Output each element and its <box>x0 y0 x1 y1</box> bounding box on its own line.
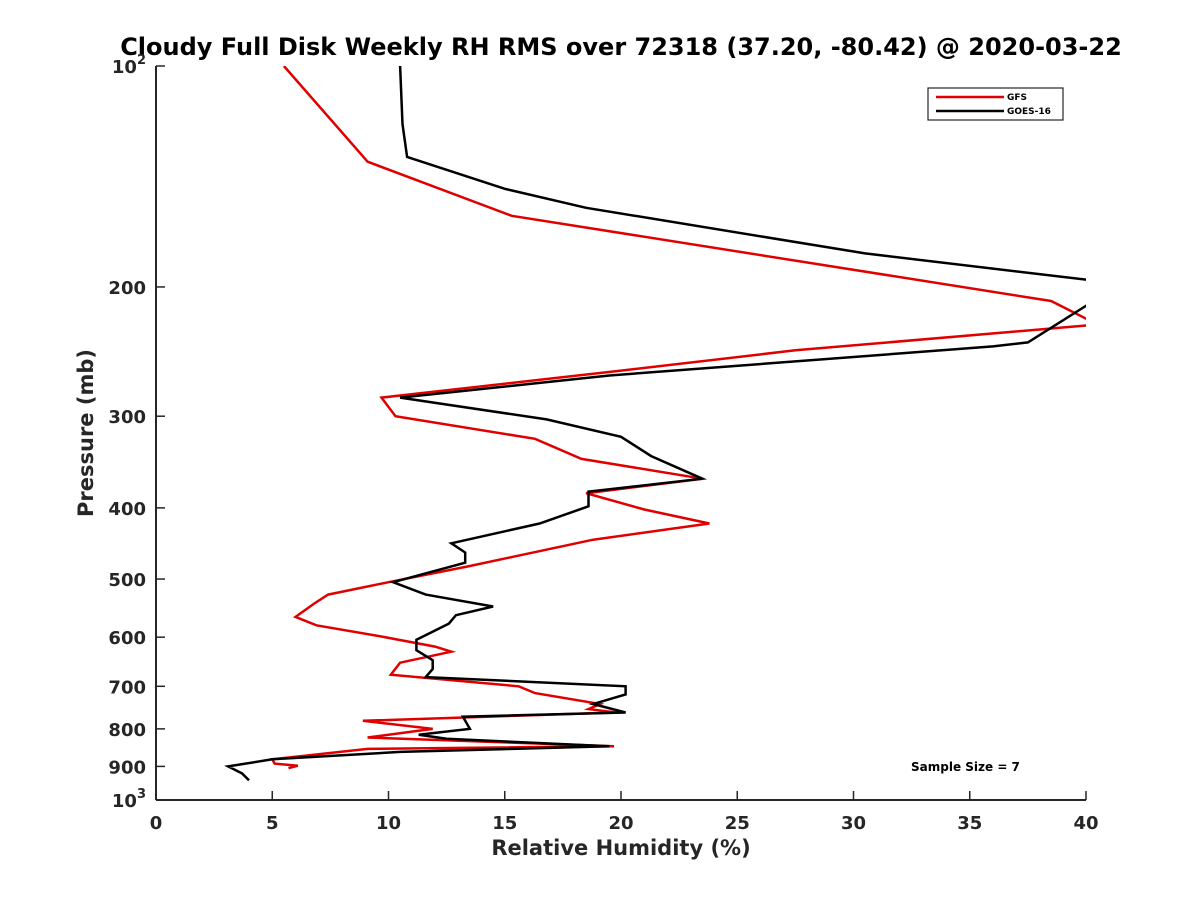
legend-label-gfs: GFS <box>1007 93 1027 103</box>
legend: GFS GOES-16 <box>927 87 1064 121</box>
y-tick-label: 300 <box>108 407 146 428</box>
series-line-gfs <box>270 66 1086 770</box>
y-axis-label: Pressure (mb) <box>74 349 98 517</box>
x-tick-label: 25 <box>725 813 750 834</box>
y-tick-label: 700 <box>108 677 146 698</box>
y-tick-label: 500 <box>108 570 146 591</box>
legend-box <box>927 87 1064 121</box>
y-tick-label: 102 <box>112 53 146 78</box>
y-tick-label: 800 <box>108 720 146 741</box>
series-line-goes16 <box>224 66 1086 782</box>
y-ticks: 102 200 300 400 500 600 700 800 900 103 <box>108 53 165 812</box>
x-tick-label: 35 <box>957 813 982 834</box>
x-tick-label: 0 <box>150 813 163 834</box>
x-tick-label: 30 <box>841 813 866 834</box>
x-tick-label: 10 <box>376 813 401 834</box>
x-tick-label: 20 <box>608 813 633 834</box>
legend-label-goes16: GOES-16 <box>1007 107 1051 117</box>
y-tick-label: 400 <box>108 499 146 520</box>
y-tick-label: 200 <box>108 278 146 299</box>
chart-title: Cloudy Full Disk Weekly RH RMS over 7231… <box>120 33 1122 61</box>
x-ticks: 0 5 10 15 20 25 30 35 40 <box>150 791 1099 834</box>
y-tick-label: 600 <box>108 628 146 649</box>
series-layer <box>224 66 1086 782</box>
y-tick-label: 900 <box>108 757 146 778</box>
x-tick-label: 15 <box>492 813 517 834</box>
y-tick-label: 103 <box>112 787 146 812</box>
x-tick-label: 5 <box>266 813 279 834</box>
x-axis-label: Relative Humidity (%) <box>491 836 750 860</box>
sample-size-annotation: Sample Size = 7 <box>911 760 1020 774</box>
x-tick-label: 40 <box>1073 813 1098 834</box>
